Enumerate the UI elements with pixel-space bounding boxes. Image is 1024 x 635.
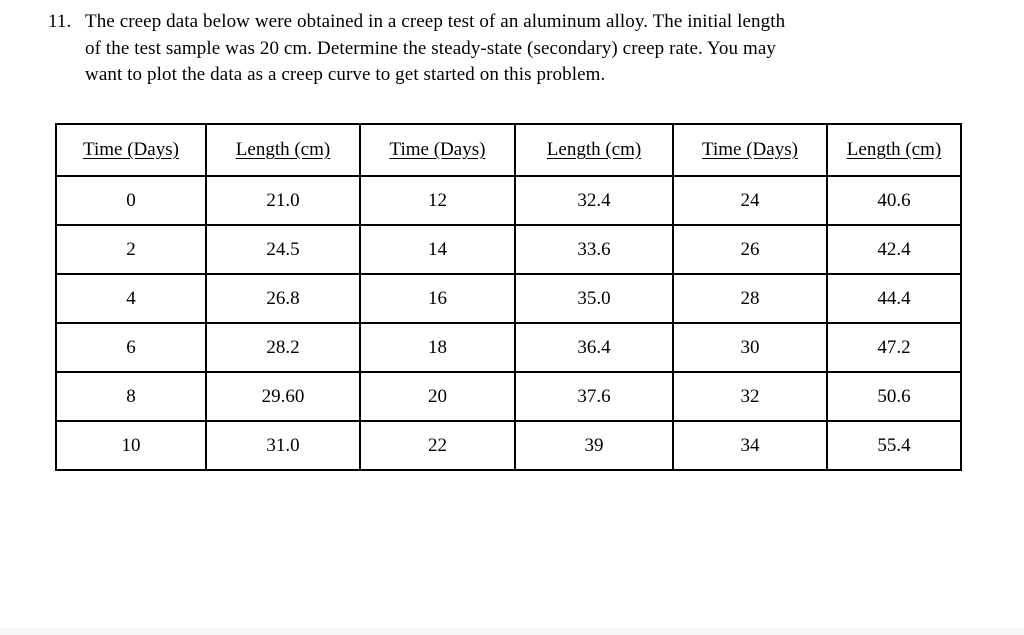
- table-header-label: Time (Days): [389, 139, 486, 160]
- table-header: Time (Days): [55, 123, 207, 177]
- problem-line: of the test sample was 20 cm. Determine …: [85, 36, 785, 63]
- table-row: 10 31.0 22 39 34 55.4: [55, 420, 962, 471]
- table-cell: 20: [359, 371, 516, 422]
- table-cell: 33.6: [514, 224, 674, 275]
- table-cell: 39: [514, 420, 674, 471]
- problem-line-text: The creep data below were obtained in a …: [85, 11, 786, 32]
- table-row: 2 24.5 14 33.6 26 42.4: [55, 224, 962, 275]
- problem-line-text: want to plot the data as a creep curve t…: [85, 64, 606, 85]
- table-header-label: Time (Days): [83, 139, 179, 160]
- table-header-label: Length (cm): [846, 139, 942, 160]
- table-cell: 12: [359, 175, 516, 226]
- table-head: Time (Days) Length (cm) Time (Days) Length …: [55, 123, 962, 177]
- table-cell: 32.4: [514, 175, 674, 226]
- table-cell: 0: [55, 175, 207, 226]
- table-header: Time (Days): [359, 123, 516, 177]
- table-row: 6 28.2 18 36.4 30 47.2: [55, 322, 962, 373]
- table-cell: 28.2: [205, 322, 361, 373]
- table-cell: 4: [55, 273, 207, 324]
- table-cell: 26.8: [205, 273, 361, 324]
- table-cell: 34: [672, 420, 828, 471]
- table-cell: 37.6: [514, 371, 674, 422]
- table-cell: 8: [55, 371, 207, 422]
- table-cell: 10: [55, 420, 207, 471]
- table-cell: 21.0: [205, 175, 361, 226]
- footer-strip: [0, 628, 1024, 635]
- table-cell: 40.6: [826, 175, 962, 226]
- table-cell: 28: [672, 273, 828, 324]
- problem-number: 11.: [48, 11, 72, 32]
- table-cell: 24.5: [205, 224, 361, 275]
- table-cell: 36.4: [514, 322, 674, 373]
- table-header: Length (cm): [514, 123, 674, 177]
- creep-data-table: Time (Days) Length (cm) Time (Days) Length …: [55, 123, 962, 471]
- table-cell: 2: [55, 224, 207, 275]
- table-cell: 22: [359, 420, 516, 471]
- table-header-label: Length (cm): [235, 139, 331, 160]
- table-header: Length (cm): [205, 123, 361, 177]
- table-row: 0 21.0 12 32.4 24 40.6: [55, 175, 962, 226]
- problem-line: want to plot the data as a creep curve t…: [85, 62, 785, 89]
- problem-statement: 11. The creep data below were obtained in…: [48, 9, 785, 89]
- table-cell: 30: [672, 322, 828, 373]
- table-header-label: Length (cm): [546, 139, 642, 160]
- table-cell: 18: [359, 322, 516, 373]
- table-cell: 29.60: [205, 371, 361, 422]
- table-header-label: Time (Days): [702, 139, 798, 160]
- table-cell: 14: [359, 224, 516, 275]
- table-cell: 6: [55, 322, 207, 373]
- problem-line-text: of the test sample was 20 cm. Determine …: [85, 37, 776, 59]
- table-cell: 16: [359, 273, 516, 324]
- table-cell: 24: [672, 175, 828, 226]
- table-cell: 42.4: [826, 224, 962, 275]
- table-cell: 35.0: [514, 273, 674, 324]
- table-header-row: Time (Days) Length (cm) Time (Days) Length …: [55, 123, 962, 177]
- table-row: 4 26.8 16 35.0 28 44.4: [55, 273, 962, 324]
- table-cell: 55.4: [826, 420, 962, 471]
- table-cell: 32: [672, 371, 828, 422]
- table-cell: 47.2: [826, 322, 962, 373]
- table-cell: 31.0: [205, 420, 361, 471]
- table-header: Time (Days): [672, 123, 828, 177]
- table-cell: 50.6: [826, 371, 962, 422]
- table-header: Length (cm): [826, 123, 962, 177]
- problem-line: 11. The creep data below were obtained in…: [48, 9, 785, 36]
- table-row: 8 29.60 20 37.6 32 50.6: [55, 371, 962, 422]
- table-cell: 26: [672, 224, 828, 275]
- table-cell: 44.4: [826, 273, 962, 324]
- table-body: 0 21.0 12 32.4 24 40.6 2 24.5 14 33.6 26 42.4 4 26.8 1…: [55, 175, 962, 471]
